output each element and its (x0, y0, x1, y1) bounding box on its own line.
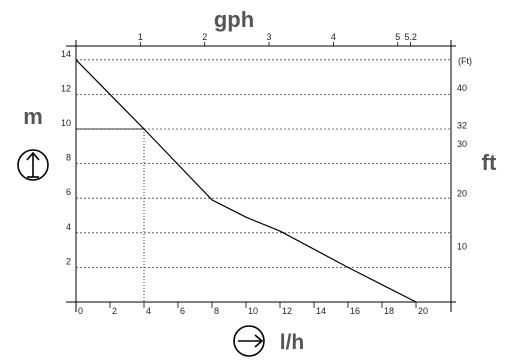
y-left-tick-label: 8 (66, 153, 71, 163)
x-top-tick-label: 2 (202, 32, 207, 42)
y-left-tick-label: 6 (66, 187, 71, 197)
y-right-tick-label: 32 (457, 120, 467, 130)
y-left-label: m (23, 104, 43, 129)
x-bottom-tick-label: 2 (112, 306, 117, 316)
reference-lines (76, 128, 145, 302)
y-left-tick-label: 2 (66, 256, 71, 266)
x-top-tick-label: 4 (331, 32, 336, 42)
y-left-tick-label: 12 (61, 83, 71, 93)
y-left-tick-label: 14 (61, 49, 71, 59)
x-bottom-tick-label: 14 (316, 306, 326, 316)
right-arrow-icon (233, 325, 265, 357)
x-bottom-tick-label: 20 (418, 306, 428, 316)
y-left-tick-label: 4 (66, 222, 71, 232)
x-top-label: gph (214, 7, 254, 32)
x-bottom-tick-label: 10 (248, 306, 258, 316)
x-top-tick-label: 3 (267, 32, 272, 42)
x-bottom-tick-label: 8 (214, 306, 219, 316)
series-group (75, 59, 417, 303)
x-bottom-tick-label: 12 (282, 306, 292, 316)
x-top-tick-label: 1 (138, 32, 143, 42)
bottom-tick-labels: 0 2 4 6 8 10 12 14 16 18 20 (75, 302, 428, 316)
y-left-tick-label: 10 (61, 118, 71, 128)
y-right-tick-label: 30 (457, 139, 467, 149)
x-bottom-tick-label: 6 (180, 306, 185, 316)
top-tick-labels: 1 2 3 4 5 5.2 (138, 32, 417, 46)
x-bottom-tick-label: 16 (350, 306, 360, 316)
x-bottom-label: l/h (280, 331, 305, 354)
series-line (75, 59, 417, 303)
up-arrow-icon (17, 149, 49, 181)
y-right-tick-label: 40 (457, 83, 467, 93)
y-right-unit: (Ft) (458, 56, 472, 66)
y-right-label: ft (482, 150, 497, 175)
y-right-tick-label: 20 (457, 189, 467, 199)
x-top-tick-label: 5 (395, 32, 400, 42)
right-tick-labels: 10 20 30 32 40 (457, 83, 467, 251)
y-right-tick-label: 10 (457, 241, 467, 251)
x-top-tick-label: 5.2 (404, 32, 417, 42)
x-bottom-tick-label: 4 (146, 306, 151, 316)
left-tick-labels: 2 4 6 8 10 12 14 (61, 49, 71, 267)
x-bottom-tick-label: 18 (384, 306, 394, 316)
gridlines (76, 59, 451, 268)
x-bottom-tick-label: 0 (78, 306, 83, 316)
